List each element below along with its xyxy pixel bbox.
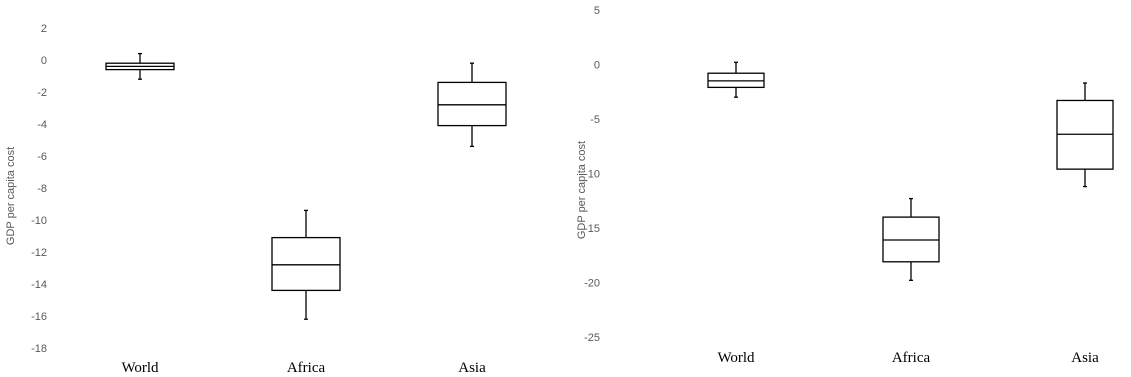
y-tick-label: 5 <box>594 5 600 17</box>
chart-panel-1: 2 0 -2 -4 -6 -8 -10 -12 -14 -16 -18 GDP per capita … <box>5 23 507 376</box>
y-tick-label: 0 <box>41 55 47 67</box>
y-tick-label: -10 <box>584 169 600 181</box>
y-tick-label: -4 <box>37 119 47 131</box>
box-africa <box>271 209 341 320</box>
x-category-label: Africa <box>892 350 931 366</box>
box-world <box>105 52 175 80</box>
interquartile-box <box>437 81 507 127</box>
y-tick-label: -10 <box>31 215 47 227</box>
y-tick-label: -25 <box>584 332 600 344</box>
x-category-label: Africa <box>287 360 326 376</box>
x-category-label: World <box>717 350 755 366</box>
y-tick-label: -12 <box>31 247 47 259</box>
y-tick-label: -20 <box>584 278 600 290</box>
y-tick-label: -8 <box>37 183 47 195</box>
chart-panel-2: 5 0 -5 -10 -15 -20 -25 GDP per capita cost World… <box>576 5 1114 366</box>
y-tick-label: -14 <box>31 279 47 291</box>
y-axis-label: GDP per capita cost <box>576 141 588 239</box>
x-category-label: Asia <box>1071 350 1099 366</box>
box-africa <box>882 197 940 281</box>
y-tick-label: -16 <box>31 311 47 323</box>
box-world <box>707 61 765 98</box>
interquartile-box <box>271 236 341 292</box>
y-tick-label: -15 <box>584 223 600 235</box>
y-tick-label: 2 <box>41 23 47 35</box>
y-tick-label: -5 <box>590 114 600 126</box>
x-category-label: World <box>121 360 159 376</box>
y-tick-label: -18 <box>31 343 47 355</box>
y-tick-label: -6 <box>37 151 47 163</box>
box-asia <box>1056 82 1114 188</box>
box-asia <box>437 62 507 148</box>
y-tick-label: 0 <box>594 60 600 72</box>
x-category-label: Asia <box>458 360 486 376</box>
y-tick-label: -2 <box>37 87 47 99</box>
y-axis-label: GDP per capita cost <box>5 147 17 245</box>
